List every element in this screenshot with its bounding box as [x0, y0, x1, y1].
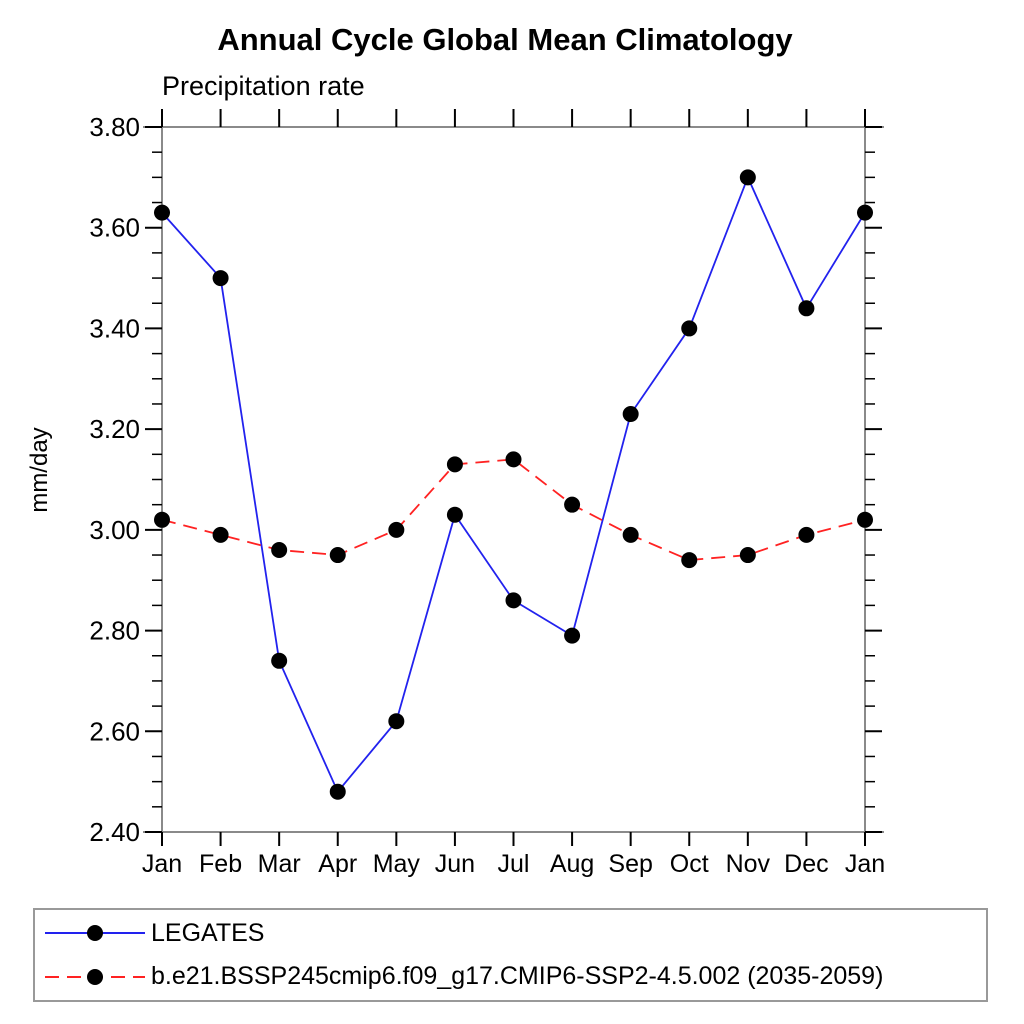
legend-label-model: b.e21.BSSP245cmip6.f09_g17.CMIP6-SSP2-4.…: [151, 962, 884, 991]
x-tick-label: Jan: [845, 850, 885, 878]
series-0-marker-Aug: [564, 627, 581, 644]
series-1-marker-Mar: [271, 542, 288, 558]
y-axis-label: mm/day: [26, 427, 53, 512]
y-tick-label: 2.80: [89, 616, 140, 646]
x-tick-label: Apr: [318, 850, 357, 878]
series-1-marker-Oct: [681, 552, 698, 569]
series-0-marker-Feb: [212, 270, 229, 287]
series-1-marker-Apr: [329, 547, 346, 564]
series-1-marker-Feb: [212, 526, 229, 543]
x-tick-label: Nov: [726, 850, 771, 878]
y-tick-label: 3.00: [89, 515, 140, 545]
annual-cycle-plot: Jan Feb Mar Apr May Jun Jul Aug Sep Oct Nov Dec Jan 3…: [26, 109, 885, 878]
x-tick-label: Sep: [608, 850, 652, 878]
x-tick-label: Oct: [670, 850, 709, 878]
series-1-marker-Jan: [154, 511, 170, 528]
series-0-marker-Nov: [739, 169, 756, 186]
legend-item-model: b.e21.BSSP245cmip6.f09_g17.CMIP6-SSP2-4.…: [35, 957, 986, 997]
series-0-marker-Mar: [271, 652, 288, 669]
series-1-marker-Nov: [739, 547, 756, 564]
series-0-marker-Dec: [798, 300, 815, 317]
series-0-marker-May: [388, 713, 405, 730]
series-0-marker-Jul: [505, 592, 522, 609]
series-1-marker-Jan: [857, 511, 873, 528]
model-line-sample: [45, 968, 145, 985]
x-tick-label: Mar: [258, 850, 301, 878]
series-0-marker-Apr: [329, 783, 346, 800]
series-line-1: [161, 458, 866, 561]
series-0-marker-Jan: [857, 204, 873, 221]
x-tick-label: Jun: [435, 850, 475, 878]
chart-title: Annual Cycle Global Mean Climatology: [217, 22, 793, 57]
x-tick-label: Dec: [784, 850, 828, 878]
y-tick-label: 2.60: [89, 716, 140, 746]
x-tick-label: Jan: [142, 850, 182, 878]
y-tick-label: 3.80: [89, 112, 140, 142]
series-0-marker-Jun: [446, 506, 463, 523]
legend-item-legates: LEGATES: [35, 913, 986, 953]
x-tick-label: Aug: [550, 850, 594, 878]
y-tick-label: 3.40: [89, 313, 140, 343]
x-tick-label: May: [373, 850, 421, 878]
series-1-marker-Jul: [505, 451, 522, 468]
legend-label-legates: LEGATES: [151, 918, 265, 947]
series-1-marker-Jun: [446, 456, 463, 473]
series-1-marker-Aug: [564, 496, 581, 513]
series-1-marker-Sep: [622, 526, 639, 543]
legates-line-sample: [45, 925, 145, 942]
series-1-marker-Dec: [798, 526, 815, 543]
chart-subtitle: Precipitation rate: [162, 71, 365, 101]
y-tick-label: 3.60: [89, 213, 140, 243]
series-line-0: [161, 175, 866, 794]
series-1-marker-May: [388, 521, 405, 538]
y-tick-label: 2.40: [89, 817, 140, 847]
x-tick-label: Jul: [498, 850, 530, 878]
series-0-marker-Sep: [622, 406, 639, 423]
series-0-marker-Oct: [681, 320, 698, 337]
y-tick-label: 3.20: [89, 414, 140, 444]
x-tick-label: Feb: [199, 850, 242, 878]
series-0-marker-Jan: [154, 204, 170, 221]
legend: LEGATES b.e21.BSSP245cmip6.f09_g17.CMIP6…: [33, 908, 988, 1002]
